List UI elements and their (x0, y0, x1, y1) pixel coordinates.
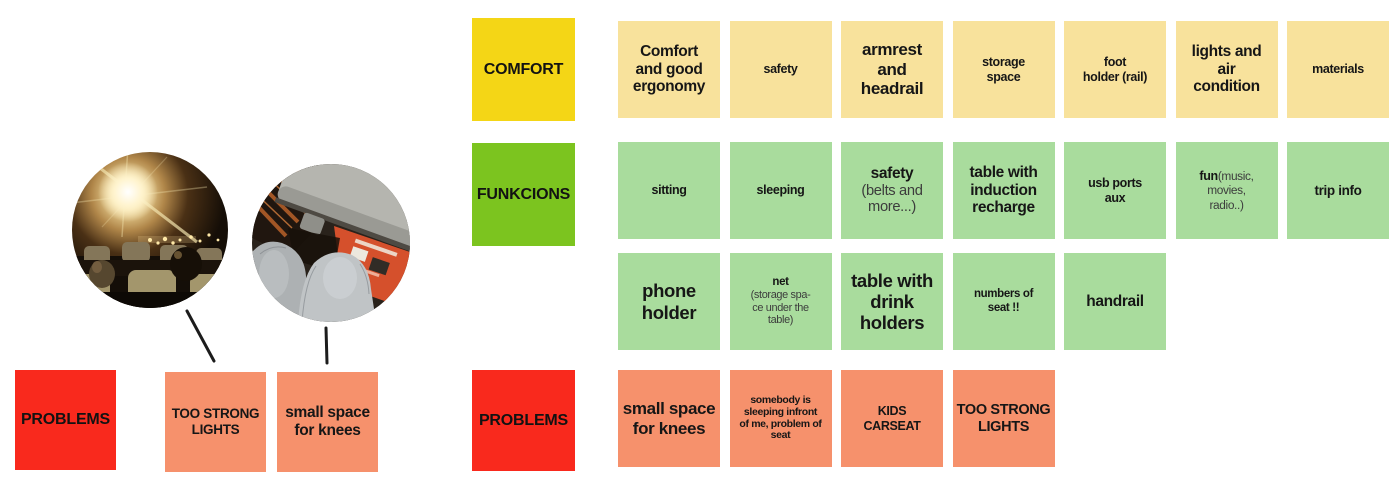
note-card: small space for knees (618, 370, 720, 467)
note-text: somebody is sleeping infront of me, prob… (739, 393, 822, 442)
note-card-small-space-knees: small space for knees (277, 372, 378, 472)
note-text: table with induction recharge (969, 164, 1038, 217)
passenger-head-right (170, 247, 202, 281)
note-card: usb ports aux (1064, 142, 1166, 239)
connector-line-lights (185, 309, 216, 363)
head-highlight (92, 261, 102, 273)
note-card: table with drink holders (841, 253, 943, 350)
comfort-cards-row: Comfort and good ergonomy safety armrest a… (618, 21, 1389, 118)
light-flare-core (98, 162, 158, 222)
distant-lights (148, 233, 220, 245)
note-text: TOO STRONG LIGHTS (956, 401, 1051, 435)
note-card: materials (1287, 21, 1389, 118)
note-text: lights and air condition (1191, 43, 1262, 96)
note-text: materials (1312, 62, 1364, 77)
problems-label-left: PROBLEMS (15, 370, 116, 470)
knees-photo-graphic (252, 164, 410, 322)
note-card: net (storage spa- ce under the table) (729, 253, 832, 350)
note-card: TOO STRONG LIGHTS (952, 370, 1055, 467)
note-text: fun(music, movies, radio..) (1199, 168, 1254, 212)
note-card: storage space (952, 21, 1055, 118)
knees-photo (252, 164, 410, 322)
note-text: foot holder (rail) (1082, 55, 1148, 84)
bus-lights-photo (72, 152, 228, 308)
note-card: foot holder (rail) (1064, 21, 1166, 118)
note-card: Comfort and good ergonomy (618, 21, 720, 118)
problems-cards-row: small space for knees somebody is sleepin… (618, 370, 1055, 467)
note-card: somebody is sleeping infront of me, prob… (729, 370, 832, 467)
note-card: lights and air condition (1175, 21, 1278, 118)
note-card: armrest and headrail (841, 21, 943, 118)
row-label-problems: PROBLEMS (472, 370, 575, 471)
funkcions-cards-row: sitting sleeping safety (belts and more...)… (618, 142, 1389, 239)
note-text: safety (belts and more...) (861, 164, 923, 216)
note-text: phone holder (641, 280, 697, 323)
note-text: armrest and headrail (860, 40, 924, 99)
head-rim-light (174, 251, 182, 259)
connector-line-knees (324, 326, 329, 365)
note-card: phone holder (618, 253, 720, 350)
note-card: trip info (1287, 142, 1389, 239)
floor-shadow (72, 292, 228, 308)
note-text: sitting (651, 183, 687, 198)
note-card: fun(music, movies, radio..) (1175, 142, 1278, 239)
note-text: table with drink holders (851, 269, 933, 334)
note-text: usb ports aux (1088, 176, 1142, 205)
note-text: safety (763, 62, 798, 77)
note-card: safety (729, 21, 832, 118)
note-card: safety (belts and more...) (841, 142, 943, 239)
bus-lights-photo-graphic (72, 152, 228, 308)
note-card-too-strong-lights: TOO STRONG LIGHTS (165, 372, 266, 472)
note-text: sleeping (756, 183, 805, 198)
note-card: KIDS CARSEAT (841, 370, 943, 467)
note-text: small space for knees (622, 399, 716, 438)
note-text: KIDS CARSEAT (863, 404, 921, 433)
note-card: numbers of seat !! (952, 253, 1055, 350)
note-text: net (storage spa- ce under the table) (750, 276, 811, 327)
note-card: sleeping (729, 142, 832, 239)
row-label-funkcions: FUNKCIONS (472, 143, 575, 246)
note-card: handrail (1064, 253, 1166, 350)
tray-table (274, 164, 410, 261)
funkcions-cards-row-2: phone holder net (storage spa- ce under th… (618, 253, 1166, 350)
note-text: numbers of seat !! (973, 288, 1034, 314)
note-card: sitting (618, 142, 720, 239)
note-text: trip info (1314, 182, 1362, 198)
note-card: table with induction recharge (952, 142, 1055, 239)
note-text: storage space (982, 55, 1025, 84)
note-text: handrail (1086, 292, 1144, 310)
row-label-comfort: COMFORT (472, 18, 575, 121)
note-text: Comfort and good ergonomy (632, 43, 706, 96)
